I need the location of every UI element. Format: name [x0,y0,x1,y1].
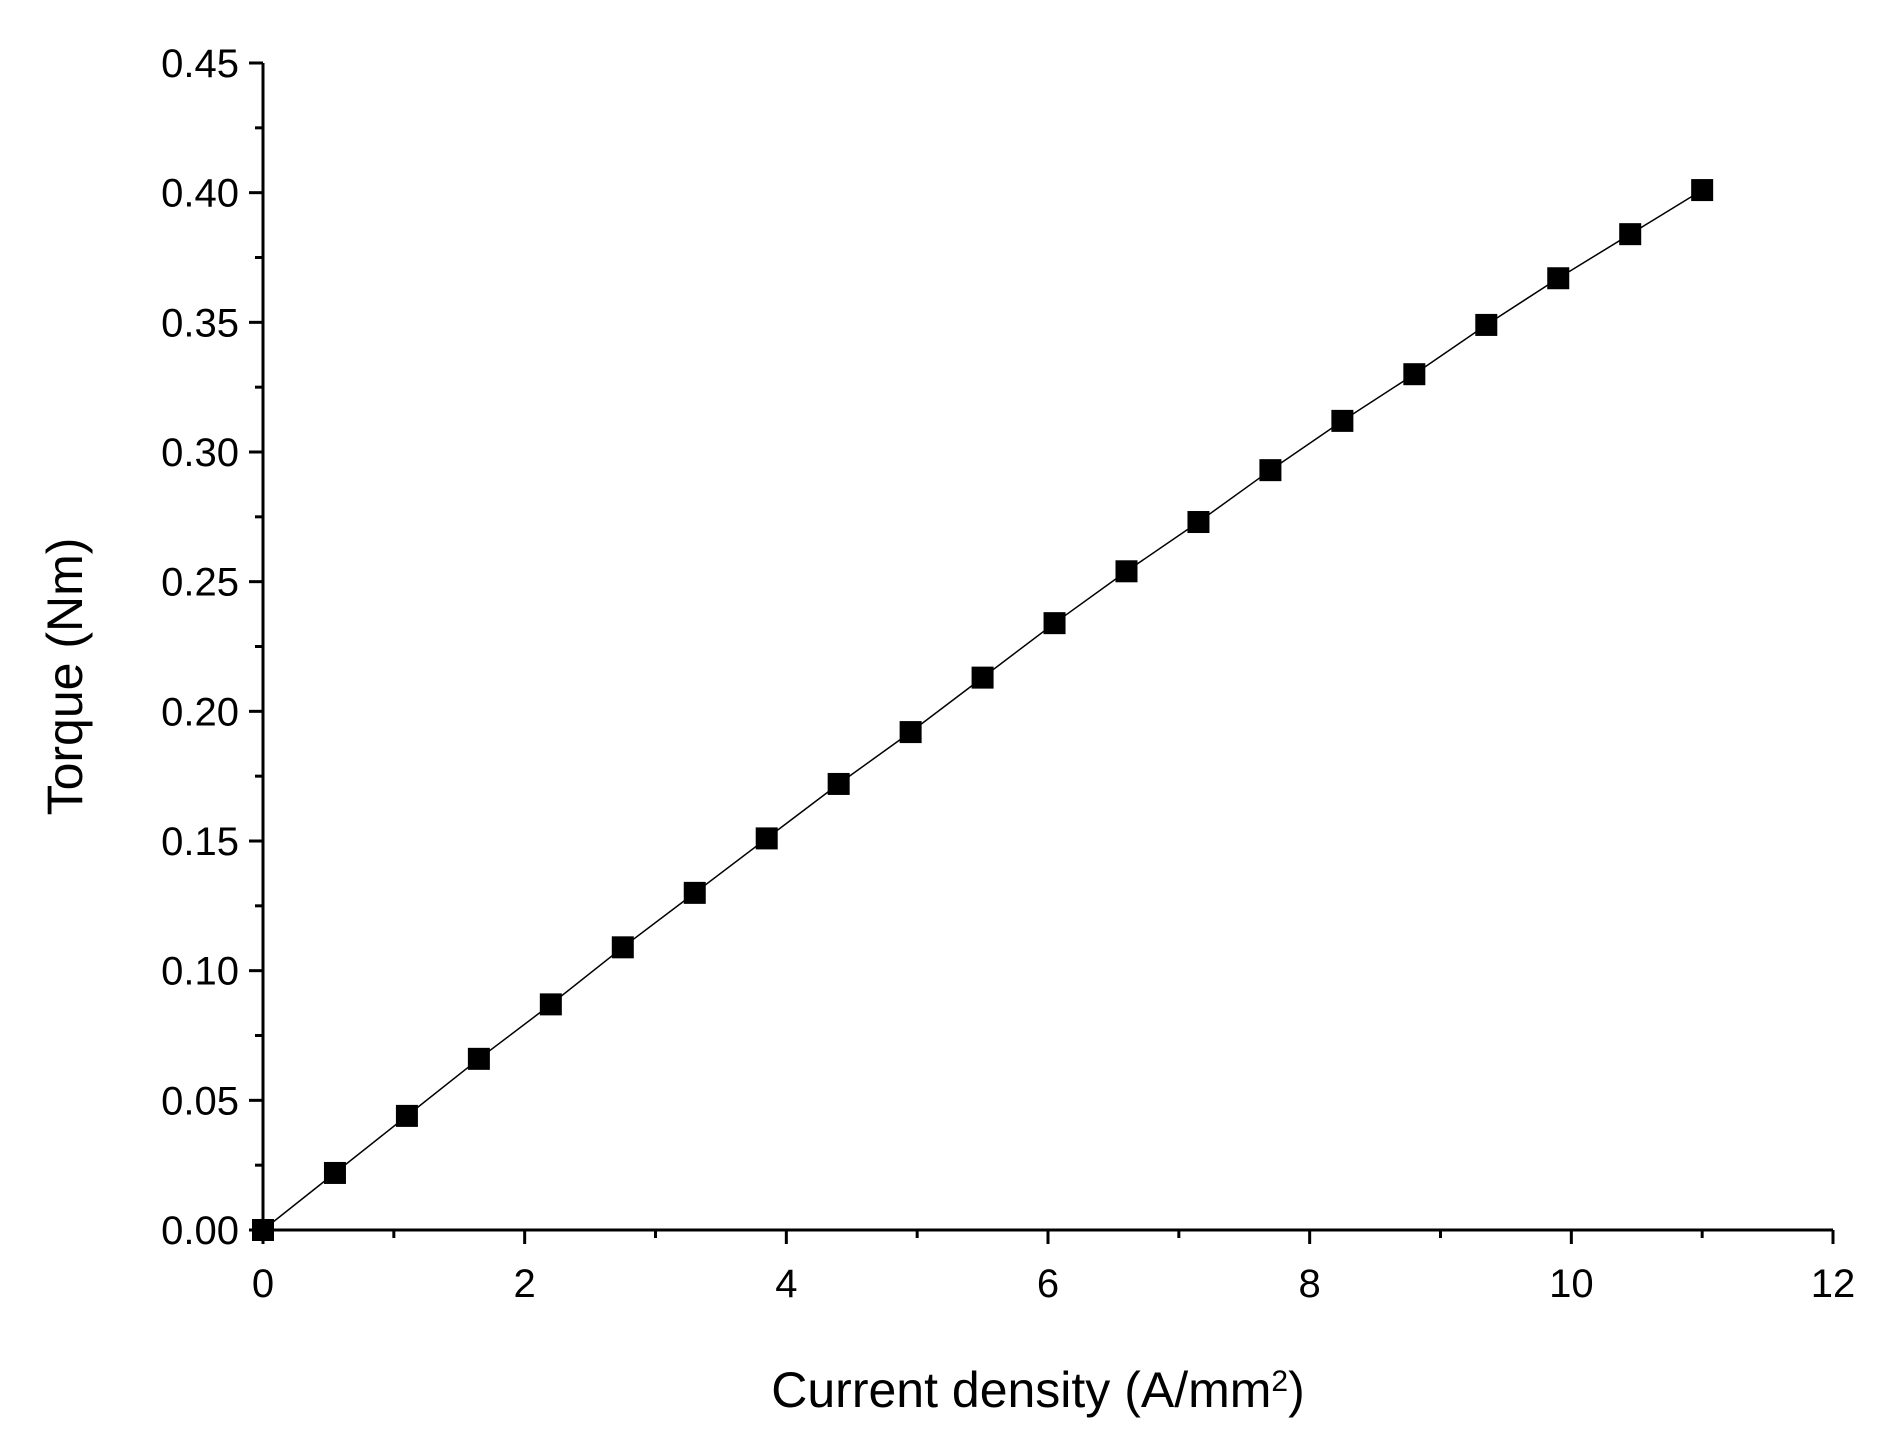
data-point-marker [1619,223,1642,246]
plot-area [252,179,1714,1241]
data-point-marker [1043,612,1066,635]
data-point-marker [323,1161,346,1184]
data-point-marker [1547,267,1570,290]
y-tick-label: 0.35 [161,301,239,345]
y-tick-label: 0.25 [161,561,239,605]
x-tick-label: 4 [775,1262,797,1306]
data-point-marker [1259,459,1282,482]
x-tick-label: 8 [1299,1262,1321,1306]
data-point-marker [899,721,922,744]
data-point-marker [395,1104,418,1127]
y-tick-label: 0.40 [161,172,239,216]
y-tick-label: 0.05 [161,1079,239,1123]
x-tick-label: 2 [514,1262,536,1306]
x-axis-title-main: Current density (A/mm [771,1362,1271,1418]
axes: 0 2 4 6 8 10 12 0.00 0.05 0.10 0.15 0.20 0.25 0.30 0.3… [161,42,1855,1306]
data-point-marker [1331,409,1354,432]
data-point-marker [1115,560,1138,583]
x-axis-title-superscript: 2 [1271,1365,1288,1398]
x-axis-title-suffix: ) [1288,1362,1305,1418]
data-point-marker [1187,511,1210,534]
data-point-marker [1403,363,1426,386]
x-tick-label: 12 [1811,1262,1856,1306]
data-point-marker [539,993,562,1016]
x-tick-label: 6 [1037,1262,1059,1306]
data-point-marker [467,1047,490,1070]
y-axis-title: Torque (Nm) [37,538,93,816]
data-point-marker [971,666,994,689]
data-point-marker [1691,179,1714,202]
y-tick-label: 0.00 [161,1209,239,1253]
y-tick-label: 0.15 [161,820,239,864]
data-point-marker [1475,313,1498,336]
x-tick-label: 10 [1549,1262,1594,1306]
data-point-marker [683,881,706,904]
data-point-marker [611,936,634,959]
y-tick-label: 0.20 [161,690,239,734]
data-point-marker [827,772,850,795]
y-tick-label: 0.10 [161,950,239,994]
y-tick-label: 0.45 [161,42,239,86]
data-point-marker [755,827,778,850]
x-tick-label: 0 [252,1262,274,1306]
x-axis-title: Current density (A/mm2) [771,1362,1304,1418]
y-tick-label: 0.30 [161,431,239,475]
